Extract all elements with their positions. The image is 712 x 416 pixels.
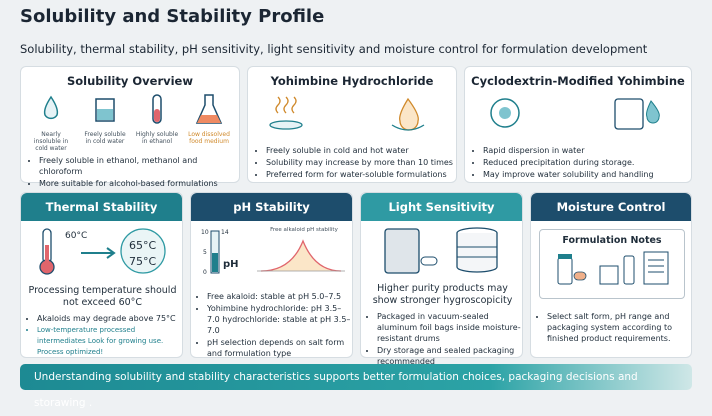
- ph-label: pH: [223, 259, 239, 270]
- bullet: Select salt form, pH range and packaging…: [547, 311, 689, 344]
- panel-solubility: Solubility Overview Nearly insoluble in …: [20, 66, 240, 188]
- bullet: Freely soluble in cold and hot water: [266, 145, 454, 156]
- icons: [269, 96, 425, 131]
- thermometer-graphic: [39, 228, 166, 275]
- bullet: More suitable for alcohol-based formulat…: [39, 178, 237, 189]
- axis-label: 10: [201, 229, 209, 236]
- bullet: Low-temperature processed intermediates …: [37, 325, 181, 358]
- panel-title: Solubility Overview: [67, 74, 193, 88]
- title: Solubility and Stability Profile: [20, 6, 325, 27]
- ph-graphic: [210, 230, 345, 274]
- icons: [490, 98, 660, 130]
- panel-ph: pH Stability 10 5 0 14 pH Free alkaloid …: [190, 192, 353, 358]
- notes-box: Formulation Notes: [539, 229, 685, 299]
- panel-header: Moisture Control: [531, 193, 691, 221]
- icon-caption: Highly soluble in ethanol: [135, 131, 179, 145]
- icons: [43, 94, 223, 124]
- panel-moisture: Moisture Control Formulation Notes Selec…: [530, 192, 692, 358]
- bullet: Preferred form for water-soluble formula…: [266, 169, 454, 180]
- bullet: Rapid dispersion in water: [483, 145, 689, 156]
- bullet: Free akaloid: stable at pH 5.0–7.5: [207, 291, 351, 302]
- infographic: Solubility and Stability Profile Solubil…: [0, 0, 712, 400]
- bullets: Free akaloid: stable at pH 5.0–7.5 Yohim…: [195, 291, 351, 360]
- temp-label: 65°C: [129, 239, 157, 252]
- bullet: Yohimbine hydrochloride: pH 3.5–7.0 hydr…: [207, 303, 351, 336]
- temp-label: 75°C: [129, 255, 157, 268]
- notes-icons: [557, 251, 669, 285]
- panel-hydrochloride: Yohimbine Hydrochloride Freely soluble i…: [247, 66, 457, 183]
- bullets: Freely soluble in ethanol, methanol and …: [27, 155, 237, 190]
- bullets: Packaged in vacuum-sealed aluminum foil …: [365, 311, 521, 368]
- temp-label: 60°C: [65, 231, 88, 241]
- notes-title: Formulation Notes: [562, 235, 662, 246]
- bullets: Rapid dispersion in water Reduced precip…: [471, 145, 689, 181]
- panel-cyclodextrin: Cyclodextrin-Modified Yohimbine Rapid di…: [464, 66, 692, 183]
- statement: Processing temperature should not exceed…: [28, 285, 177, 308]
- axis-label: 5: [203, 249, 207, 256]
- bullet: Akaloids may degrade above 75°C: [37, 313, 181, 324]
- statement: Higher purity products may show stronger…: [372, 283, 513, 306]
- bullets: Freely soluble in cold and hot water Sol…: [254, 145, 454, 181]
- bullet: pH selection depends on salt form and fo…: [207, 337, 351, 359]
- icon-caption: Low dissolved food medium: [188, 131, 230, 145]
- panel-header: pH Stability: [191, 193, 352, 221]
- packaging-graphic: [384, 227, 498, 274]
- bullet: May improve water solubility and handlin…: [483, 169, 689, 180]
- bullet: Dry storage and sealed packaging recomme…: [377, 345, 521, 367]
- chart-caption: Free alkaloid pH stability: [270, 227, 338, 233]
- axis-label: 0: [203, 269, 207, 276]
- bullet: Packaged in vacuum-sealed aluminum foil …: [377, 311, 521, 344]
- bullets: Akaloids may degrade above 75°C Low-temp…: [25, 313, 181, 359]
- bullet: Solubility may increase by more than 10 …: [266, 157, 454, 168]
- axis-label: 14: [221, 229, 229, 236]
- icon-caption: Freely soluble in cold water: [84, 131, 126, 145]
- footer-banner: Understanding solubility and stability c…: [20, 364, 692, 409]
- panel-title: Yohimbine Hydrochloride: [270, 74, 434, 88]
- panel-thermal: Thermal Stability 60°C 65°C 75°C Process…: [20, 192, 183, 358]
- bullet: Freely soluble in ethanol, methanol and …: [39, 155, 237, 177]
- subtitle: Solubility, thermal stability, pH sensit…: [20, 42, 648, 56]
- panel-light: Light Sensitivity Higher purity products…: [360, 192, 523, 366]
- bullet: Reduced precipitation during storage.: [483, 157, 689, 168]
- panel-title: Cyclodextrin-Modified Yohimbine: [471, 74, 685, 88]
- icon-caption: Nearly insoluble in cold water: [33, 131, 69, 152]
- panel-header: Light Sensitivity: [361, 193, 522, 221]
- bullets: Select salt form, pH range and packaging…: [535, 311, 689, 345]
- panel-header: Thermal Stability: [21, 193, 182, 221]
